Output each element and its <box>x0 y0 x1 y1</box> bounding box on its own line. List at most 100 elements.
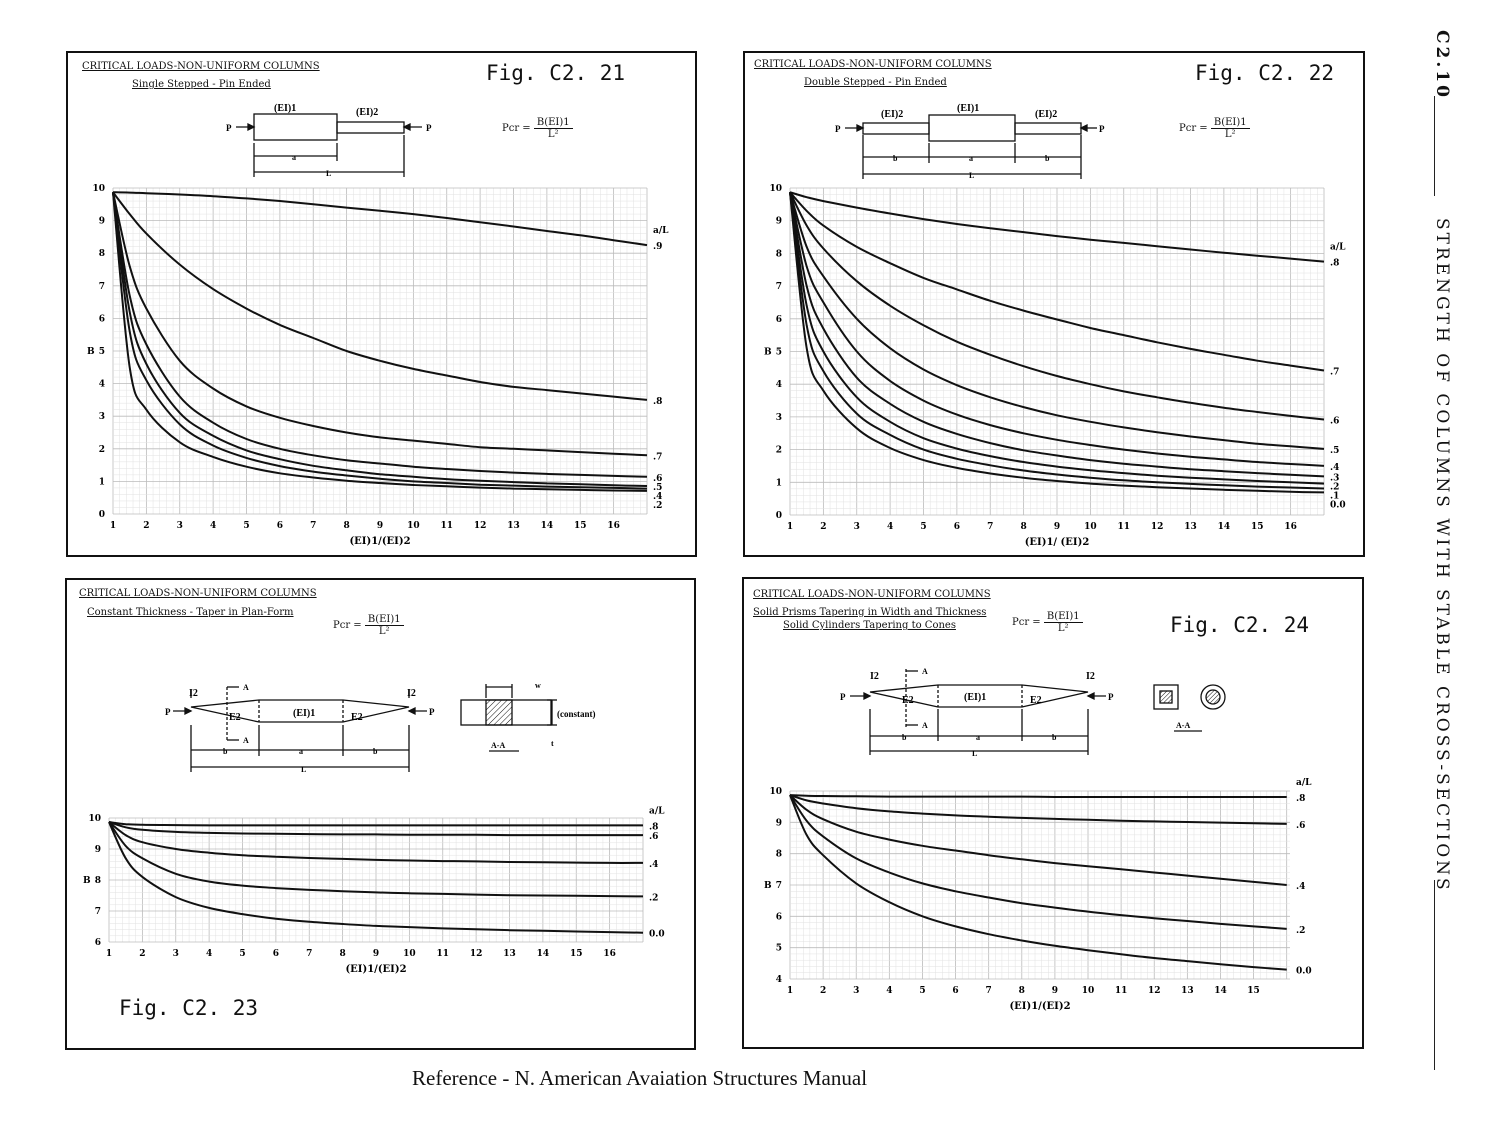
label-ei1: (EI)1 <box>293 708 315 719</box>
column-diagram: (EI)1 (EI)2 P P a L 1 2 3 4 5 6 7 8 9 10 11 12 13 14 1… <box>87 103 669 547</box>
x-tick-label: 1 <box>106 949 112 959</box>
series-line-p4 <box>789 794 1287 886</box>
series-line-p6 <box>789 191 1325 421</box>
formula-numerator: B(EI)1 <box>364 614 404 626</box>
formula-denominator: L² <box>378 626 390 637</box>
label-e2-left: E2 <box>902 695 914 706</box>
y-tick-label: 10 <box>88 814 101 824</box>
column-segment-ei2 <box>336 121 405 134</box>
figure-label: Fig. C2. 21 <box>486 61 626 85</box>
y-tick-label: 10 <box>769 184 782 194</box>
x-tick-label: 7 <box>987 522 993 532</box>
x-tick-label: 11 <box>440 521 453 531</box>
y-tick-label: 3 <box>99 412 105 422</box>
label-section-a-a: A-A <box>1176 721 1190 730</box>
x-tick-label: 15 <box>570 949 583 959</box>
series-line-p7 <box>789 191 1325 372</box>
panel-fig-c2-23: CRITICAL LOADS-NON-UNIFORM COLUMNS Const… <box>65 578 696 1050</box>
formula-denominator: L² <box>1057 623 1069 634</box>
critical-load-formula: Pcr = B(EI)1 L² <box>1012 611 1083 634</box>
x-tick-label: 2 <box>143 521 149 531</box>
formula-denominator: L² <box>1224 129 1236 140</box>
label-ei1: (EI)1 <box>957 103 979 114</box>
legend-title: a/L <box>653 226 669 236</box>
x-tick-label: 8 <box>339 949 345 959</box>
panel-subtitle: Single Stepped - Pin Ended <box>132 79 271 90</box>
series-line-p2 <box>112 192 648 492</box>
section-number: C2.10 <box>1432 30 1452 100</box>
series-label: .8 <box>1330 259 1339 269</box>
label-t: t <box>551 739 554 748</box>
panel-title: CRITICAL LOADS-NON-UNIFORM COLUMNS <box>753 589 991 600</box>
x-tick-label: 11 <box>436 949 449 959</box>
panel-subtitle: Double Stepped - Pin Ended <box>804 77 947 88</box>
label-i2-left: I2 <box>189 688 198 699</box>
label-a: a <box>969 154 973 163</box>
x-tick-label: 6 <box>273 949 279 959</box>
label-l: L <box>326 169 331 178</box>
y-tick-label: 9 <box>776 818 782 828</box>
label-e2-left: E2 <box>229 712 241 723</box>
x-tick-label: 1 <box>787 986 793 996</box>
formula-lhs: Pcr = <box>1012 617 1041 628</box>
x-tick-label: 13 <box>507 521 520 531</box>
series-label: .2 <box>653 501 662 511</box>
x-tick-label: 8 <box>1019 986 1025 996</box>
x-tick-label: 5 <box>919 986 925 996</box>
x-tick-label: 12 <box>1151 522 1164 532</box>
panel-fig-c2-24: CRITICAL LOADS-NON-UNIFORM COLUMNS Solid… <box>742 577 1364 1049</box>
series-line-p4 <box>789 192 1325 467</box>
x-tick-label: 6 <box>952 986 958 996</box>
y-axis-label: B <box>83 876 91 886</box>
series-label: .1 <box>1330 491 1339 501</box>
label-p-left: P <box>165 707 171 717</box>
label-e2-right: E2 <box>1030 695 1042 706</box>
x-tick-label: 13 <box>1184 522 1197 532</box>
x-tick-label: 14 <box>537 949 550 959</box>
y-tick-label: 10 <box>92 184 105 194</box>
label-ei2: (EI)2 <box>356 107 378 118</box>
series-line-p8 <box>789 794 1287 798</box>
x-tick-label: 1 <box>110 521 116 531</box>
series-line-p4 <box>108 821 644 864</box>
chart-fig-c2-22: 1 2 3 4 5 6 7 8 9 10 11 12 13 14 15 16012345678910(EI)1… <box>764 184 1346 548</box>
series-line-p4 <box>112 192 648 490</box>
y-tick-label: 5 <box>99 347 105 357</box>
label-l: L <box>969 171 974 180</box>
series-line-0p0 <box>789 192 1325 494</box>
label-e2-right: E2 <box>351 712 363 723</box>
y-tick-label: 6 <box>776 912 782 922</box>
x-tick-label: 3 <box>854 522 860 532</box>
series-label: .7 <box>1330 367 1339 377</box>
series-label: .2 <box>649 893 658 903</box>
x-tick-label: 10 <box>407 521 420 531</box>
label-b-right: b <box>1045 154 1050 163</box>
series-label: .5 <box>1330 446 1339 456</box>
figure-label: Fig. C2. 24 <box>1170 613 1310 637</box>
x-tick-label: 14 <box>541 521 554 531</box>
y-axis-label: B <box>764 348 772 358</box>
x-tick-label: 4 <box>206 949 212 959</box>
figure-label: Fig. C2. 23 <box>119 996 259 1020</box>
series-line-p3 <box>789 192 1325 478</box>
series-line-p9 <box>112 191 648 247</box>
x-tick-label: 5 <box>239 949 245 959</box>
x-tick-label: 8 <box>1020 522 1026 532</box>
y-tick-label: 0 <box>776 511 782 521</box>
series-label: .6 <box>1296 821 1305 831</box>
x-tick-label: 6 <box>954 522 960 532</box>
chart-fig-c2-21: 1 2 3 4 5 6 7 8 9 10 11 12 13 14 15 16012345678910(EI)1… <box>87 184 669 547</box>
x-tick-label: 16 <box>607 521 620 531</box>
label-a: a <box>976 733 980 742</box>
formula-lhs: Pcr = <box>1179 123 1208 134</box>
y-tick-label: 4 <box>776 975 782 985</box>
x-tick-label: 9 <box>1052 986 1058 996</box>
y-tick-label: 9 <box>776 217 782 227</box>
x-axis-label: (EI)1/(EI)2 <box>1009 1001 1070 1012</box>
panel-title: CRITICAL LOADS-NON-UNIFORM COLUMNS <box>754 59 992 70</box>
chart-fig-c2-23: 1 2 3 4 5 6 7 8 9 10 11 12 13 14 15 16678910(EI)1/(EI)2… <box>83 806 665 975</box>
x-tick-label: 5 <box>243 521 249 531</box>
legend-title: a/L <box>1296 778 1312 788</box>
series-label: .6 <box>653 474 662 484</box>
